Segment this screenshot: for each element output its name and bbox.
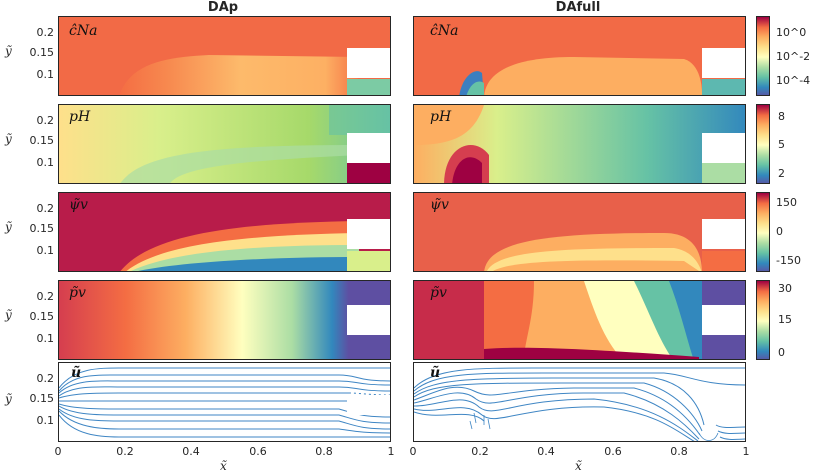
panel-p-dap: p̃v (58, 280, 391, 360)
colorbar-tick: 2 (778, 167, 785, 180)
y-axis-label: ỹ (5, 132, 12, 146)
field-label: ũ (430, 365, 441, 381)
obstacle (702, 133, 745, 163)
colorbar-tick: 5 (778, 138, 785, 151)
obstacle (702, 219, 745, 249)
field-label: pH (69, 109, 91, 125)
panel-psi-dafull: ψ̃v (413, 192, 746, 272)
colorbar-tick: 150 (776, 196, 797, 209)
colorbar-tick: 30 (778, 282, 792, 295)
panel-cna-dap: ĉNa (58, 16, 391, 96)
colorbar-tick: 8 (778, 110, 785, 123)
field-label: ĉNa (430, 23, 459, 39)
panel-u-dap: ũ (58, 362, 391, 442)
field-label: ψ̃v (69, 197, 88, 213)
obstacle (702, 48, 745, 78)
y-axis-label: ỹ (5, 220, 12, 234)
colorbar-tick: 0 (776, 225, 783, 238)
panel-cna-dafull: ĉNa (413, 16, 746, 96)
obstacle (347, 219, 390, 249)
obstacle (347, 48, 390, 78)
obstacle (347, 133, 390, 163)
panel-ph-dap: pH (58, 104, 391, 184)
field-label: p̃v (69, 285, 86, 301)
colorbar-tick: 0 (778, 346, 785, 359)
colorbar-tick: 10^-4 (776, 74, 811, 87)
colorbar-psi (756, 192, 770, 272)
y-axis-label: ỹ (5, 44, 12, 58)
y-axis-label: ỹ (5, 392, 12, 406)
panel-ph-dafull: pH (413, 104, 746, 184)
colorbar-tick: 10^0 (776, 26, 807, 39)
panel-p-dafull: p̃v (413, 280, 746, 360)
panel-u-dafull: ũ (413, 362, 746, 442)
column-title-dap: DAp (207, 0, 239, 15)
field-label: ũ (71, 365, 82, 381)
obstacle (347, 305, 390, 335)
field-label: pH (430, 109, 452, 125)
x-axis-label: x̃ (575, 459, 582, 473)
panel-psi-dap: ψ̃v (58, 192, 391, 272)
y-axis-label: ỹ (5, 308, 12, 322)
colorbar-tick: -150 (776, 254, 801, 267)
x-axis-label: x̃ (220, 459, 227, 473)
obstacle (702, 395, 745, 415)
colorbar-ph (756, 104, 770, 184)
field-label: ψ̃v (430, 197, 449, 213)
colorbar-tick: 15 (778, 313, 792, 326)
colorbar-p (756, 280, 770, 360)
obstacle (347, 395, 390, 415)
colorbar-tick: 10^-2 (776, 50, 811, 63)
obstacle (702, 305, 745, 335)
field-label: p̃v (430, 285, 447, 301)
field-label: ĉNa (69, 23, 98, 39)
colorbar-cna (756, 16, 770, 96)
column-title-dafull: DAfull (555, 0, 601, 15)
